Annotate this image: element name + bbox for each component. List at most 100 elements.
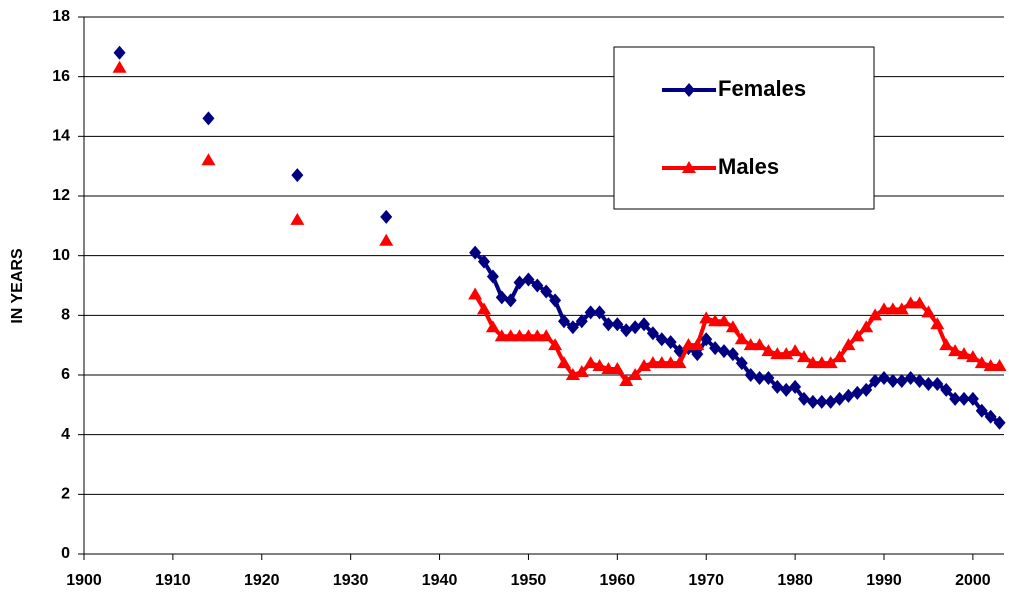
triangle-marker — [663, 356, 678, 369]
triangle-marker — [814, 356, 829, 369]
diamond-marker — [815, 394, 828, 409]
diamond-marker — [469, 245, 482, 260]
diamond-marker — [860, 382, 873, 397]
triangle-marker — [770, 347, 785, 360]
triangle-marker — [965, 350, 980, 363]
x-tick-label: 1910 — [155, 572, 191, 589]
diamond-marker — [869, 373, 882, 388]
legend-label: Females — [718, 76, 806, 101]
y-tick-label: 18 — [52, 8, 70, 25]
triangle-marker — [521, 329, 536, 342]
diamond-marker — [931, 376, 944, 391]
triangle-marker — [841, 338, 856, 351]
diamond-marker — [975, 403, 988, 418]
diamond-marker — [940, 382, 953, 397]
triangle-marker — [494, 329, 509, 342]
triangle-marker — [948, 344, 963, 357]
triangle-marker — [583, 356, 598, 369]
y-tick-label: 16 — [52, 68, 70, 85]
x-tick-label: 1960 — [600, 572, 636, 589]
diamond-marker — [904, 370, 917, 385]
diamond-marker — [833, 391, 846, 406]
x-tick-label: 2000 — [955, 572, 991, 589]
diamond-marker — [540, 284, 553, 299]
diamond-marker — [291, 168, 304, 183]
triangle-marker — [983, 359, 998, 372]
triangle-marker — [530, 329, 545, 342]
triangle-marker — [788, 344, 803, 357]
triangle-marker — [112, 60, 127, 73]
diamond-marker — [922, 376, 935, 391]
y-tick-label: 10 — [52, 247, 70, 264]
diamond-marker — [593, 305, 606, 320]
diamond-marker — [780, 382, 793, 397]
triangle-marker — [201, 153, 216, 166]
diamond-marker — [664, 335, 677, 350]
y-axis-label: IN YEARS — [9, 248, 26, 324]
diamond-marker — [771, 379, 784, 394]
diamond-marker — [735, 356, 748, 371]
triangle-marker — [485, 320, 500, 333]
diamond-marker — [966, 391, 979, 406]
triangle-marker — [930, 317, 945, 330]
diamond-marker — [638, 317, 650, 332]
triangle-marker — [654, 356, 669, 369]
diamond-marker — [513, 275, 526, 290]
triangle-marker — [548, 338, 563, 351]
x-tick-label: 1930 — [333, 572, 369, 589]
diamond-marker — [620, 323, 633, 338]
diamond-marker — [495, 290, 508, 305]
triangle-marker — [877, 302, 891, 315]
triangle-marker — [743, 338, 758, 351]
triangle-marker — [574, 365, 589, 378]
triangle-marker — [974, 356, 989, 369]
diamond-marker — [798, 391, 810, 406]
triangle-marker — [859, 320, 874, 333]
diamond-marker — [993, 415, 1006, 430]
triangle-marker — [939, 338, 954, 351]
diamond-marker — [522, 272, 535, 287]
triangle-marker — [823, 356, 838, 369]
diamond-marker — [380, 209, 393, 224]
triangle-marker — [512, 329, 527, 342]
diamond-marker — [709, 341, 722, 356]
diamond-marker — [549, 293, 562, 308]
triangle-marker — [619, 373, 634, 386]
triangle-marker — [290, 212, 305, 225]
triangle-marker — [850, 329, 865, 342]
triangle-marker — [628, 368, 643, 380]
triangle-marker — [752, 338, 767, 351]
diamond-marker — [683, 83, 695, 97]
diamond-marker — [566, 320, 579, 335]
triangle-marker — [992, 359, 1007, 372]
triangle-marker — [379, 233, 394, 246]
triangle-marker — [903, 296, 918, 309]
triangle-marker — [957, 347, 971, 360]
legend-label: Males — [718, 154, 779, 179]
diamond-marker — [602, 317, 615, 332]
diamond-marker — [842, 388, 855, 403]
diamond-marker — [486, 269, 499, 284]
x-tick-label: 1950 — [511, 572, 547, 589]
triangle-marker — [672, 356, 687, 369]
diamond-marker — [700, 332, 713, 347]
diamond-marker — [949, 391, 962, 406]
diamond-marker — [753, 370, 766, 385]
diamond-marker — [584, 305, 597, 320]
diamond-marker — [789, 379, 802, 394]
diamond-marker — [806, 394, 819, 409]
diamond-marker — [718, 344, 730, 359]
triangle-marker — [725, 320, 740, 333]
legend-box — [613, 46, 875, 210]
triangle-marker — [681, 338, 696, 351]
triangle-marker — [503, 329, 518, 342]
triangle-marker — [885, 302, 900, 315]
triangle-marker — [734, 332, 749, 345]
y-tick-label: 0 — [61, 545, 70, 562]
triangle-marker — [610, 362, 625, 375]
triangle-marker — [805, 356, 820, 369]
x-tick-label: 1900 — [66, 572, 102, 589]
diamond-marker — [878, 370, 890, 385]
y-tick-label: 4 — [61, 426, 70, 443]
